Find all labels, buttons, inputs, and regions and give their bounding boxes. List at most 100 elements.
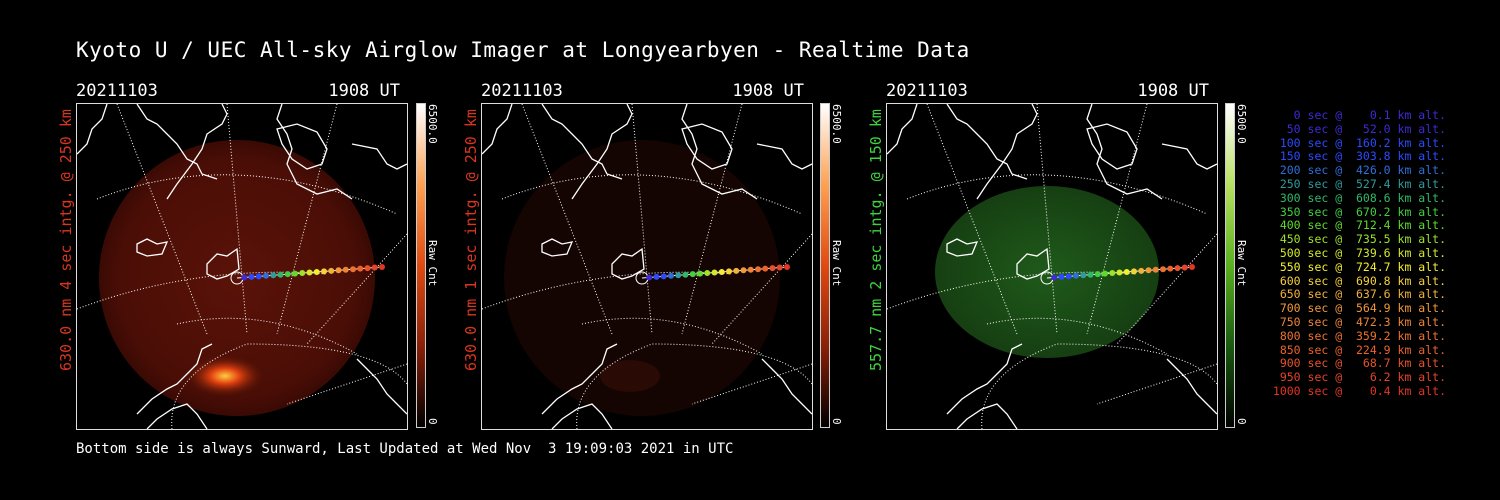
- panel-3-cb-max: 6500.0: [1235, 104, 1248, 144]
- coastlines: [482, 104, 812, 429]
- legend-entry: 350 sec @ 670.2 km alt.: [1272, 204, 1446, 219]
- panel-3-time: 1908 UT: [1137, 81, 1209, 101]
- trajectory-point: [1123, 268, 1130, 275]
- trajectory-point: [342, 266, 349, 273]
- trajectory-point: [379, 264, 385, 270]
- panel-2-time: 1908 UT: [732, 81, 804, 101]
- trajectory-point: [277, 271, 284, 278]
- panel-2-cb-min: 0: [830, 418, 843, 425]
- trajectory-point: [1109, 270, 1116, 277]
- panel-2-colorbar: [820, 103, 830, 428]
- panel-2-allsky-image: [481, 103, 813, 430]
- legend-entry: 400 sec @ 712.4 km alt.: [1272, 218, 1446, 233]
- trajectory-point: [357, 265, 364, 272]
- panel-3-cb-label: Raw Cnt: [1235, 240, 1248, 287]
- panel-3-colorbar: [1225, 103, 1235, 428]
- trajectory: [230, 264, 385, 285]
- legend-entry: 450 sec @ 735.5 km alt.: [1272, 232, 1446, 247]
- coastlines: [77, 104, 407, 429]
- trajectory-point: [675, 272, 682, 279]
- aurora-blob: [600, 360, 660, 392]
- altitude-legend: 0 sec @ 0.1 km alt. 50 sec @ 52.0 km alt…: [1262, 108, 1446, 399]
- legend-entry: 950 sec @ 6.2 km alt.: [1272, 370, 1446, 385]
- trajectory-point: [1167, 265, 1174, 272]
- aurora-blob: [183, 354, 267, 398]
- panel-1-cb-label: Raw Cnt: [426, 240, 439, 287]
- trajectory-point: [1138, 267, 1145, 274]
- legend-entry: 500 sec @ 739.6 km alt.: [1272, 245, 1446, 260]
- trajectory-point: [711, 269, 718, 276]
- trajectory-point: [1051, 274, 1058, 281]
- trajectory-point: [1080, 272, 1087, 279]
- panel-1-time: 1908 UT: [328, 81, 400, 101]
- legend-entry: 850 sec @ 224.9 km alt.: [1272, 342, 1446, 357]
- trajectory-point: [755, 266, 761, 273]
- panel-1-side-label: 630.0 nm 4 sec intg. @ 250 km: [57, 109, 75, 371]
- panel-2-cb-label: Raw Cnt: [830, 240, 843, 287]
- trajectory-point: [328, 267, 335, 274]
- trajectory-point: [1189, 264, 1195, 270]
- trajectory-point: [306, 269, 313, 276]
- trajectory-point: [1065, 273, 1072, 280]
- legend-entry: 150 sec @ 303.8 km alt.: [1272, 149, 1446, 164]
- legend-entry: 100 sec @ 160.2 km alt.: [1272, 135, 1446, 150]
- trajectory-point: [371, 264, 378, 271]
- trajectory-point: [1160, 266, 1166, 273]
- trajectory-point: [653, 273, 660, 280]
- trajectory-point: [255, 273, 262, 280]
- panel-1-colorbar: [416, 103, 426, 428]
- grid-lines: [887, 104, 1217, 429]
- trajectory-point: [660, 273, 667, 280]
- legend-entry: 1000 sec @ 0.4 km alt.: [1272, 383, 1446, 398]
- trajectory-point: [776, 264, 783, 271]
- trajectory-point: [263, 272, 269, 279]
- panel-2-cb-max: 6500.0: [830, 104, 843, 144]
- trajectory-point: [313, 268, 320, 275]
- legend-entry: 800 sec @ 359.2 km alt.: [1272, 328, 1446, 343]
- trajectory-point: [1058, 273, 1065, 280]
- trajectory-point: [784, 264, 790, 270]
- trajectory-point: [682, 271, 689, 278]
- legend-entry: 50 sec @ 52.0 km alt.: [1272, 121, 1446, 136]
- trajectory-point: [726, 268, 732, 275]
- trajectory-point: [1102, 270, 1108, 277]
- footer-note: Bottom side is always Sunward, Last Upda…: [76, 441, 734, 457]
- trajectory-point: [769, 265, 776, 272]
- panel-1-cb-min: 0: [426, 418, 439, 425]
- legend-entry: 900 sec @ 68.7 km alt.: [1272, 356, 1446, 371]
- trajectory-point: [299, 270, 306, 277]
- grid-lines: [482, 104, 812, 429]
- trajectory-point: [1087, 271, 1094, 278]
- coastlines: [887, 104, 1217, 429]
- legend-entry: 650 sec @ 637.6 km alt.: [1272, 287, 1446, 302]
- trajectory-point: [689, 271, 696, 278]
- trajectory-point: [733, 267, 740, 274]
- trajectory-point: [646, 274, 653, 281]
- trajectory-point: [1131, 268, 1137, 275]
- trajectory-point: [668, 272, 674, 279]
- trajectory-point: [697, 270, 703, 277]
- panel-2-side-label: 630.0 nm 1 sec intg. @ 250 km: [462, 109, 480, 371]
- panel-3-allsky-image: [886, 103, 1218, 430]
- trajectory-point: [270, 272, 277, 279]
- grid-lines: [77, 104, 407, 429]
- trajectory-point: [321, 268, 327, 275]
- panel-1-allsky-image: [76, 103, 408, 430]
- trajectory-point: [704, 270, 711, 277]
- trajectory-point: [1116, 269, 1123, 276]
- trajectory-point: [1152, 266, 1159, 273]
- panel-1-cb-max: 6500.0: [426, 104, 439, 144]
- trajectory-point: [364, 265, 371, 272]
- legend-entry: 250 sec @ 527.4 km alt.: [1272, 176, 1446, 191]
- trajectory-point: [241, 274, 248, 281]
- trajectory-point: [335, 267, 342, 274]
- trajectory-point: [1145, 267, 1152, 274]
- trajectory-point: [1073, 272, 1079, 279]
- legend-entry: 550 sec @ 724.7 km alt.: [1272, 259, 1446, 274]
- trajectory-point: [1181, 264, 1188, 271]
- trajectory-point: [1174, 265, 1181, 272]
- trajectory-point: [350, 266, 356, 273]
- trajectory-point: [747, 266, 754, 273]
- legend-entry: 300 sec @ 608.6 km alt.: [1272, 190, 1446, 205]
- trajectory: [1040, 264, 1195, 285]
